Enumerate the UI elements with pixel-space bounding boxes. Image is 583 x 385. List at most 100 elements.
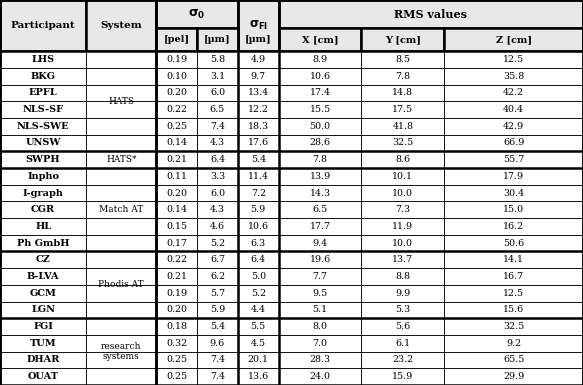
Text: 7.8: 7.8: [312, 155, 328, 164]
Bar: [156, 118, 197, 135]
Bar: [361, 201, 444, 218]
Bar: [156, 135, 197, 151]
Text: 7.8: 7.8: [395, 72, 410, 81]
Text: 8.8: 8.8: [395, 272, 410, 281]
Text: 16.7: 16.7: [503, 272, 524, 281]
Text: SWPH: SWPH: [26, 155, 61, 164]
Bar: [156, 85, 197, 101]
Bar: [361, 51, 444, 68]
Text: 4.3: 4.3: [210, 139, 225, 147]
Bar: [86, 168, 156, 185]
Text: 24.0: 24.0: [310, 372, 331, 381]
Bar: [0, 135, 86, 151]
Text: 5.3: 5.3: [395, 305, 410, 315]
Text: 12.5: 12.5: [503, 55, 524, 64]
Bar: [238, 0, 279, 51]
Bar: [444, 268, 583, 285]
Text: 10.6: 10.6: [310, 72, 331, 81]
Text: 9.9: 9.9: [395, 289, 410, 298]
Text: FGI: FGI: [33, 322, 53, 331]
Text: 13.7: 13.7: [392, 255, 413, 264]
Bar: [197, 368, 238, 385]
Text: 5.2: 5.2: [210, 239, 225, 248]
Text: CZ: CZ: [36, 255, 51, 264]
Bar: [0, 218, 86, 235]
Bar: [156, 368, 197, 385]
Bar: [444, 118, 583, 135]
Text: Participant: Participant: [11, 21, 75, 30]
Bar: [86, 235, 156, 251]
Bar: [361, 168, 444, 185]
Text: TUM: TUM: [30, 339, 57, 348]
Bar: [86, 118, 156, 135]
Bar: [156, 318, 197, 335]
Text: HATS: HATS: [108, 97, 134, 106]
Text: 0.21: 0.21: [166, 155, 187, 164]
Bar: [0, 368, 86, 385]
Text: 17.4: 17.4: [310, 89, 331, 97]
Bar: [197, 185, 238, 201]
Bar: [444, 285, 583, 301]
Bar: [156, 0, 238, 28]
Text: 23.2: 23.2: [392, 355, 413, 365]
Text: 15.6: 15.6: [503, 305, 524, 315]
Bar: [238, 201, 279, 218]
Bar: [86, 0, 156, 51]
Text: 6.4: 6.4: [210, 155, 225, 164]
Bar: [86, 251, 156, 268]
Bar: [444, 101, 583, 118]
Bar: [238, 218, 279, 235]
Bar: [238, 51, 279, 68]
Text: 19.6: 19.6: [310, 255, 331, 264]
Bar: [444, 185, 583, 201]
Bar: [444, 168, 583, 185]
Bar: [238, 301, 279, 318]
Text: 10.0: 10.0: [392, 189, 413, 198]
Text: 6.0: 6.0: [210, 189, 225, 198]
Bar: [279, 68, 361, 85]
Bar: [238, 68, 279, 85]
Text: LGN: LGN: [31, 305, 55, 315]
Text: 17.9: 17.9: [503, 172, 524, 181]
Bar: [197, 135, 238, 151]
Text: $\mathbf{\sigma_{FI}}$: $\mathbf{\sigma_{FI}}$: [249, 19, 268, 32]
Bar: [279, 28, 361, 51]
Text: 5.4: 5.4: [251, 155, 266, 164]
Bar: [238, 235, 279, 251]
Bar: [361, 335, 444, 352]
Bar: [238, 168, 279, 185]
Text: 7.4: 7.4: [210, 122, 225, 131]
Bar: [361, 68, 444, 85]
Text: 5.7: 5.7: [210, 289, 225, 298]
Text: $\mathbf{\sigma_0}$: $\mathbf{\sigma_0}$: [188, 7, 206, 21]
Text: 6.7: 6.7: [210, 255, 225, 264]
Text: 0.10: 0.10: [166, 72, 187, 81]
Bar: [279, 235, 361, 251]
Bar: [0, 185, 86, 201]
Text: 6.1: 6.1: [395, 339, 410, 348]
Text: 0.22: 0.22: [166, 255, 187, 264]
Text: 3.1: 3.1: [210, 72, 225, 81]
Text: NLS-SWE: NLS-SWE: [17, 122, 69, 131]
Text: 40.4: 40.4: [503, 105, 524, 114]
Bar: [156, 101, 197, 118]
Bar: [279, 201, 361, 218]
Bar: [361, 218, 444, 235]
Bar: [361, 118, 444, 135]
Text: EPFL: EPFL: [29, 89, 58, 97]
Text: 0.11: 0.11: [166, 172, 187, 181]
Text: 6.5: 6.5: [210, 105, 225, 114]
Bar: [197, 335, 238, 352]
Text: 10.1: 10.1: [392, 172, 413, 181]
Text: 0.32: 0.32: [166, 339, 187, 348]
Text: 9.2: 9.2: [506, 339, 521, 348]
Text: 7.2: 7.2: [251, 189, 266, 198]
Text: [µm]: [µm]: [245, 35, 272, 44]
Text: 5.1: 5.1: [312, 305, 328, 315]
Text: 0.18: 0.18: [166, 322, 187, 331]
Text: [pel]: [pel]: [164, 35, 189, 44]
Bar: [279, 51, 361, 68]
Bar: [361, 301, 444, 318]
Bar: [0, 235, 86, 251]
Bar: [197, 318, 238, 335]
